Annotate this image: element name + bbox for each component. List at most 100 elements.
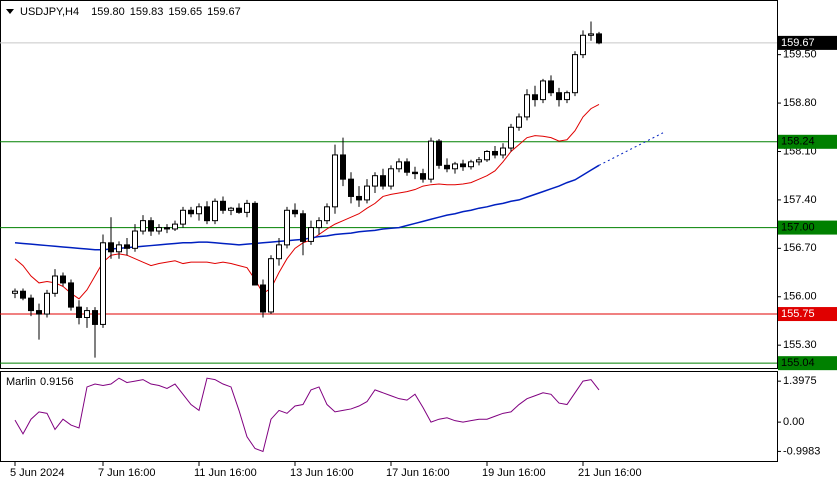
candle-body <box>52 275 58 294</box>
candle-body <box>524 94 530 118</box>
candle-body <box>348 178 354 197</box>
level-label-box <box>778 307 837 322</box>
candle-body <box>500 147 506 156</box>
candle-body <box>260 284 266 313</box>
candle-body <box>300 213 306 242</box>
level-label-box <box>778 134 837 149</box>
candle-body <box>404 161 410 173</box>
indicator-line <box>14 377 600 453</box>
candle-body <box>108 242 114 253</box>
candle-body <box>172 223 178 230</box>
candle-body <box>156 227 162 232</box>
candle-body <box>228 207 234 211</box>
candle-body <box>332 154 338 208</box>
candle-body <box>276 244 282 260</box>
candle-body <box>236 207 242 213</box>
candle-body <box>580 34 586 56</box>
candle-body <box>28 297 34 312</box>
candle-body <box>372 175 378 187</box>
level-label: 158.24 <box>781 136 815 148</box>
candle-body <box>164 227 170 230</box>
candle-body <box>444 164 450 170</box>
candle-body <box>12 290 18 294</box>
candle-body <box>532 94 538 101</box>
level-label-box <box>778 356 837 371</box>
candle-body <box>252 202 258 286</box>
ma-projection <box>598 132 664 166</box>
candle-body <box>292 209 298 215</box>
candle-body <box>36 310 42 315</box>
price-panel <box>0 0 778 369</box>
candle-body <box>596 33 602 44</box>
candle-body <box>452 163 458 170</box>
candle-body <box>100 242 106 325</box>
candle-body <box>212 200 218 222</box>
candle-body <box>220 200 226 211</box>
candle-body <box>396 161 402 170</box>
x-tick-label: 13 Jun 16:00 <box>290 467 354 479</box>
y-tick-label: 156.70 <box>783 242 817 254</box>
candle-body <box>84 310 90 319</box>
candle-body <box>380 175 386 187</box>
y-tick-label: 155.30 <box>783 339 817 351</box>
candle-body <box>196 206 202 215</box>
candle-body <box>60 275 66 284</box>
candle-body <box>204 206 210 222</box>
indicator-tick-label: -0.9983 <box>783 445 820 457</box>
header-price: 159.65 <box>168 6 202 18</box>
header-price: 159.83 <box>130 6 164 18</box>
candle-body <box>564 92 570 101</box>
candle-body <box>540 80 546 101</box>
candle-body <box>484 150 490 161</box>
candle-body <box>132 230 138 249</box>
candle-body <box>20 290 26 299</box>
candle-body <box>116 244 122 253</box>
candle-body <box>316 220 322 229</box>
candle-body <box>180 209 186 225</box>
candle-body <box>268 258 274 313</box>
candle-body <box>92 310 98 325</box>
last-price-box <box>778 35 837 50</box>
candle-body <box>468 161 474 168</box>
x-tick-label: 19 Jun 16:00 <box>482 467 546 479</box>
x-tick-label: 5 Jun 2024 <box>10 467 64 479</box>
candle-body <box>356 195 362 201</box>
candle-body <box>188 209 194 215</box>
y-tick-label: 157.40 <box>783 194 817 206</box>
candle-body <box>412 171 418 175</box>
header-price: 159.67 <box>207 6 241 18</box>
x-tick-label: 21 Jun 16:00 <box>578 467 642 479</box>
candle-body <box>76 306 82 319</box>
indicator-tick-label: 0.00 <box>783 416 804 428</box>
candle-body <box>476 159 482 163</box>
candle-body <box>148 220 154 232</box>
indicator-name: Marlin <box>6 376 36 388</box>
candle-body <box>140 220 146 232</box>
last-price-label: 159.67 <box>781 37 815 49</box>
candle-body <box>556 92 562 101</box>
candle-body <box>460 163 466 168</box>
candle-body <box>428 140 434 180</box>
candle-body <box>324 206 330 222</box>
candle-body <box>436 140 442 166</box>
candle-body <box>284 209 290 246</box>
candle-body <box>308 227 314 242</box>
candle-body <box>44 292 50 315</box>
header-price: 159.80 <box>91 6 125 18</box>
indicator-value: 0.9156 <box>40 376 74 388</box>
level-label-box <box>778 220 837 235</box>
candle-body <box>340 154 346 180</box>
y-tick-label: 156.00 <box>783 291 817 303</box>
candle-body <box>388 168 394 187</box>
candle-body <box>508 126 514 149</box>
candle-body <box>492 150 498 156</box>
y-tick-label: 158.80 <box>783 97 817 109</box>
symbol: USDJPY,H4 <box>20 6 79 18</box>
y-tick-label: 159.50 <box>783 49 817 61</box>
candle-body <box>420 173 426 180</box>
moving-average <box>14 104 600 300</box>
candle-body <box>364 185 370 201</box>
x-tick-label: 11 Jun 16:00 <box>194 467 257 479</box>
